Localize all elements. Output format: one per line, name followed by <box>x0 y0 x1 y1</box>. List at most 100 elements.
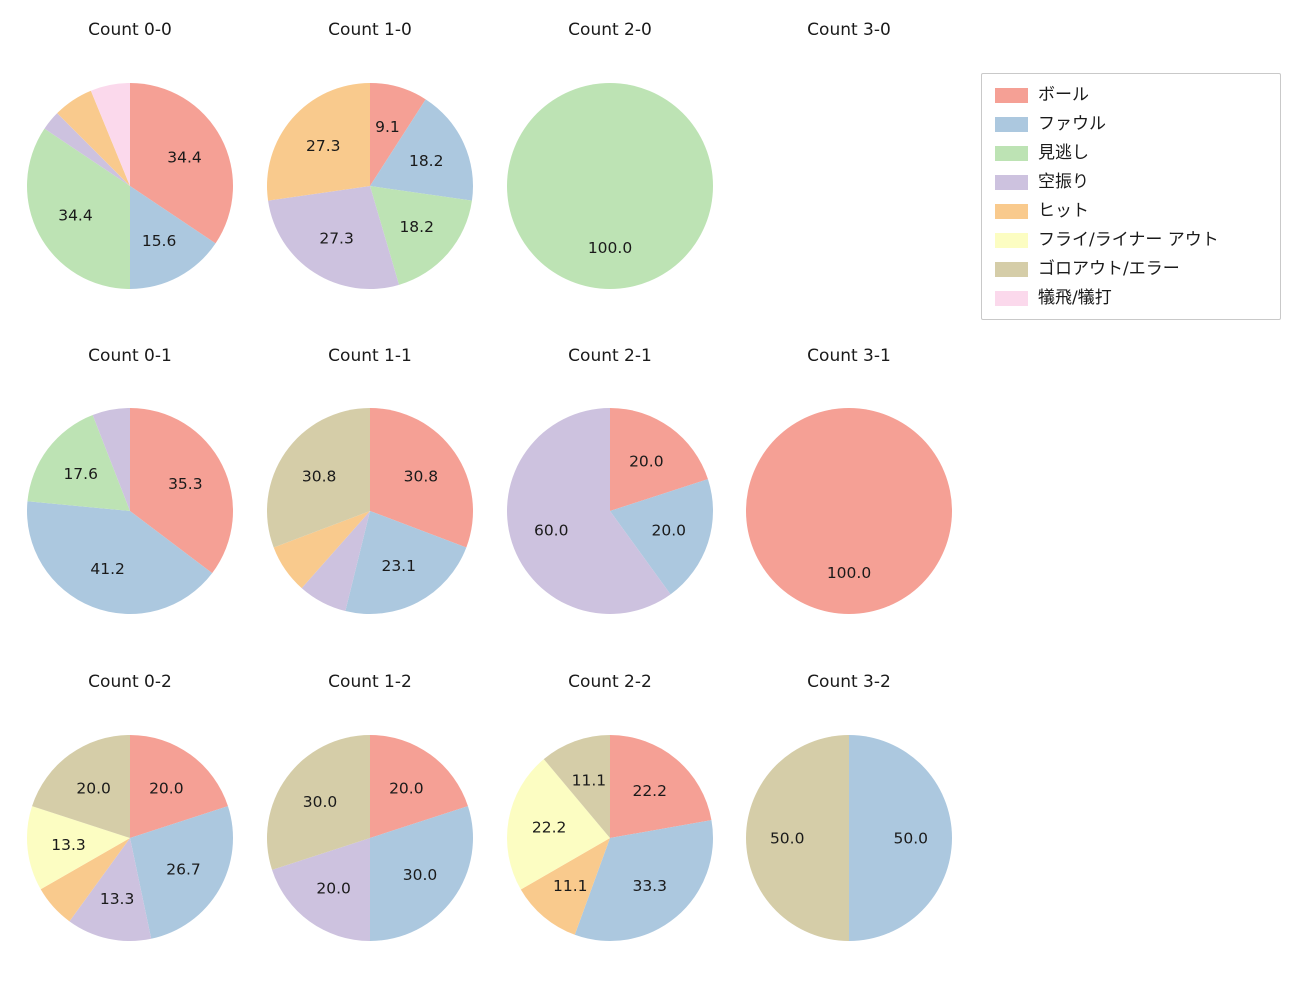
pie-slice <box>370 408 474 548</box>
chart-title: Count 1-1 <box>328 346 412 366</box>
chart-title: Count 3-1 <box>807 346 891 366</box>
legend-color-swatch <box>995 290 1028 306</box>
pie-slice-percent-label: 20.0 <box>316 879 351 897</box>
pie-slice-percent-label: 20.0 <box>76 779 111 797</box>
pie-slice-percent-label: 17.6 <box>63 465 98 483</box>
pie-slice-percent-label: 27.3 <box>319 229 354 247</box>
pie-slice-percent-label: 18.2 <box>399 218 434 236</box>
pie-slice <box>27 415 130 511</box>
legend-label: フライ/ライナー アウト <box>1038 230 1219 250</box>
legend-label: 空振り <box>1038 172 1089 192</box>
pie-slice-percent-label: 11.1 <box>572 771 607 789</box>
pie-slice-percent-label: 20.0 <box>629 452 664 470</box>
pie-slice <box>610 735 712 838</box>
pie-slice <box>543 735 610 838</box>
legend-item: ボール <box>995 85 1267 105</box>
legend-color-swatch <box>995 232 1028 248</box>
pie-slice <box>610 479 714 595</box>
pie-slice <box>32 734 130 838</box>
chart-title: Count 0-0 <box>88 20 172 40</box>
legend-label: ボール <box>1038 85 1089 105</box>
legend: ボールファウル見逃し空振りヒットフライ/ライナー アウト ゴロアウト/エラー 犠飛/… <box>981 73 1281 320</box>
legend-color-swatch <box>995 87 1028 103</box>
pie-slice-percent-label: 20.0 <box>149 779 184 797</box>
pie-slice-percent-label: 30.8 <box>404 467 439 485</box>
pie-slice-percent-label: 50.0 <box>770 829 805 847</box>
pie-slice <box>130 735 228 838</box>
pie-slice <box>370 83 426 186</box>
legend-color-swatch <box>995 145 1028 161</box>
pie-slice <box>266 735 370 870</box>
legend-label: ゴロアウト/エラー <box>1038 259 1180 279</box>
pie-slice <box>345 511 467 615</box>
legend-label: 見逃し <box>1038 143 1089 163</box>
chart-title: Count 1-2 <box>328 672 412 692</box>
pie-slice <box>746 735 849 941</box>
legend-item: 犠飛/犠打 <box>995 288 1267 308</box>
chart-title: Count 1-0 <box>328 20 412 40</box>
pie-slice <box>370 806 474 941</box>
pie-slice <box>746 408 952 614</box>
legend-label: 犠飛/犠打 <box>1038 288 1112 308</box>
pie-slice-percent-label: 18.2 <box>409 152 444 170</box>
pie-slice <box>301 511 370 612</box>
pie-slice-percent-label: 30.8 <box>302 467 337 485</box>
pie-slice <box>267 83 370 201</box>
legend-item: 見逃し <box>995 143 1267 163</box>
pie-slice-percent-label: 22.2 <box>632 782 667 800</box>
pie-slice <box>92 408 130 511</box>
pie-slice <box>26 806 131 890</box>
pie-slice <box>130 83 233 244</box>
legend-label: ヒット <box>1038 201 1089 221</box>
pie-slice <box>574 820 714 942</box>
chart-title: Count 0-2 <box>88 672 172 692</box>
pie-slice-percent-label: 9.1 <box>375 118 400 136</box>
legend-color-swatch <box>995 261 1028 277</box>
pie-slice <box>507 759 610 890</box>
pie-slice <box>266 407 370 548</box>
pie-slice <box>57 90 130 186</box>
pie-slice-percent-label: 33.3 <box>632 877 667 895</box>
pie-slice <box>44 113 131 186</box>
pie-slice-percent-label: 34.4 <box>58 207 93 225</box>
pie-slice <box>130 186 216 289</box>
pie-slice-percent-label: 35.3 <box>168 475 203 493</box>
chart-title: Count 2-1 <box>568 346 652 366</box>
pie-slice <box>130 408 233 574</box>
pie-slice-percent-label: 20.0 <box>652 522 687 540</box>
chart-title: Count 2-2 <box>568 672 652 692</box>
pie-slice-percent-label: 13.3 <box>100 890 135 908</box>
pie-slice-percent-label: 22.2 <box>532 819 567 837</box>
pie-slice <box>370 186 472 285</box>
pie-slice <box>507 83 713 289</box>
pie-slice <box>90 83 130 186</box>
pie-slice <box>69 838 152 941</box>
pie-slice-percent-label: 50.0 <box>894 829 929 847</box>
pie-slice-percent-label: 27.3 <box>306 137 341 155</box>
pie-slice-percent-label: 13.3 <box>51 836 86 854</box>
pie-slice <box>273 511 370 589</box>
pie-slice-percent-label: 11.1 <box>553 877 588 895</box>
pie-slice-percent-label: 15.6 <box>142 232 177 250</box>
pie-slice-percent-label: 100.0 <box>588 239 632 257</box>
legend-item: 空振り <box>995 172 1267 192</box>
pie-slice <box>849 735 952 941</box>
pie-slice <box>130 806 234 939</box>
pie-slice-percent-label: 60.0 <box>534 522 569 540</box>
legend-color-swatch <box>995 203 1028 219</box>
pie-slice <box>520 838 610 935</box>
chart-title: Count 2-0 <box>568 20 652 40</box>
chart-title: Count 3-2 <box>807 672 891 692</box>
pie-slice <box>272 838 370 941</box>
legend-label: ファウル <box>1038 114 1106 134</box>
pie-slice <box>40 838 130 922</box>
pie-slice-percent-label: 26.7 <box>166 860 201 878</box>
legend-item: ファウル <box>995 114 1267 134</box>
pie-slice-percent-label: 34.4 <box>167 148 202 166</box>
legend-item: ヒット <box>995 201 1267 221</box>
pie-slice <box>370 734 468 838</box>
pie-slice <box>610 407 708 511</box>
pie-slice <box>506 408 671 614</box>
pie-slice <box>268 186 400 290</box>
